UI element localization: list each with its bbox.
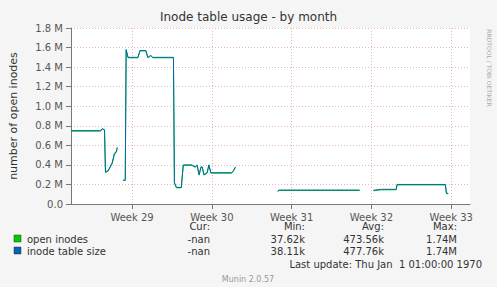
svg-text:Avg:: Avg:: [362, 220, 384, 232]
svg-text:473.56k: 473.56k: [343, 234, 384, 245]
svg-text:Week 29: Week 29: [110, 212, 153, 223]
svg-text:Min:: Min:: [283, 220, 305, 232]
svg-text:0.2 M: 0.2 M: [35, 179, 63, 190]
svg-text:-nan: -nan: [188, 234, 210, 245]
svg-text:37.62k: 37.62k: [271, 234, 306, 245]
svg-text:1.74M: 1.74M: [426, 234, 457, 245]
svg-text:Max:: Max:: [433, 220, 457, 232]
svg-text:0.8 M: 0.8 M: [35, 120, 63, 131]
svg-text:1.0 M: 1.0 M: [35, 101, 63, 112]
svg-text:Inode table usage - by month: Inode table usage - by month: [160, 10, 337, 24]
svg-text:1.8 M: 1.8 M: [35, 23, 63, 34]
svg-text:Week 31: Week 31: [270, 212, 313, 223]
svg-text:RRDTOOL / TOBI OETIKER: RRDTOOL / TOBI OETIKER: [486, 29, 493, 106]
svg-text:Cur:: Cur:: [189, 220, 210, 232]
svg-text:1.2 M: 1.2 M: [35, 81, 63, 92]
svg-text:0.6 M: 0.6 M: [35, 140, 63, 151]
svg-text:1.6 M: 1.6 M: [35, 42, 63, 53]
svg-text:1.74M: 1.74M: [426, 246, 457, 257]
svg-text:open inodes: open inodes: [27, 234, 88, 245]
svg-text:1.4 M: 1.4 M: [35, 62, 63, 73]
svg-text:Week 32: Week 32: [350, 212, 393, 223]
svg-text:Week 30: Week 30: [190, 212, 233, 223]
svg-text:inode table size: inode table size: [27, 246, 106, 257]
svg-text:-nan: -nan: [188, 246, 210, 257]
svg-text:Last update: Thu Jan 1 01:00:: Last update: Thu Jan 1 01:00:00 1970: [289, 259, 482, 270]
svg-text:38.11k: 38.11k: [271, 246, 306, 257]
svg-text:0.4 M: 0.4 M: [35, 159, 63, 170]
svg-text:477.76k: 477.76k: [343, 246, 384, 257]
svg-text:number of open inodes: number of open inodes: [7, 52, 20, 180]
svg-text:Week 33: Week 33: [430, 212, 473, 223]
svg-text:0.0: 0.0: [47, 199, 63, 210]
svg-text:Munin 2.0.57: Munin 2.0.57: [222, 275, 274, 284]
